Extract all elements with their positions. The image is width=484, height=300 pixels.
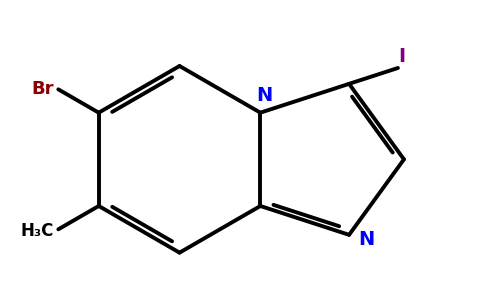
Text: Br: Br xyxy=(31,80,54,98)
Text: N: N xyxy=(358,230,374,249)
Text: I: I xyxy=(398,47,405,66)
Text: N: N xyxy=(256,86,272,105)
Text: H₃C: H₃C xyxy=(20,222,54,240)
